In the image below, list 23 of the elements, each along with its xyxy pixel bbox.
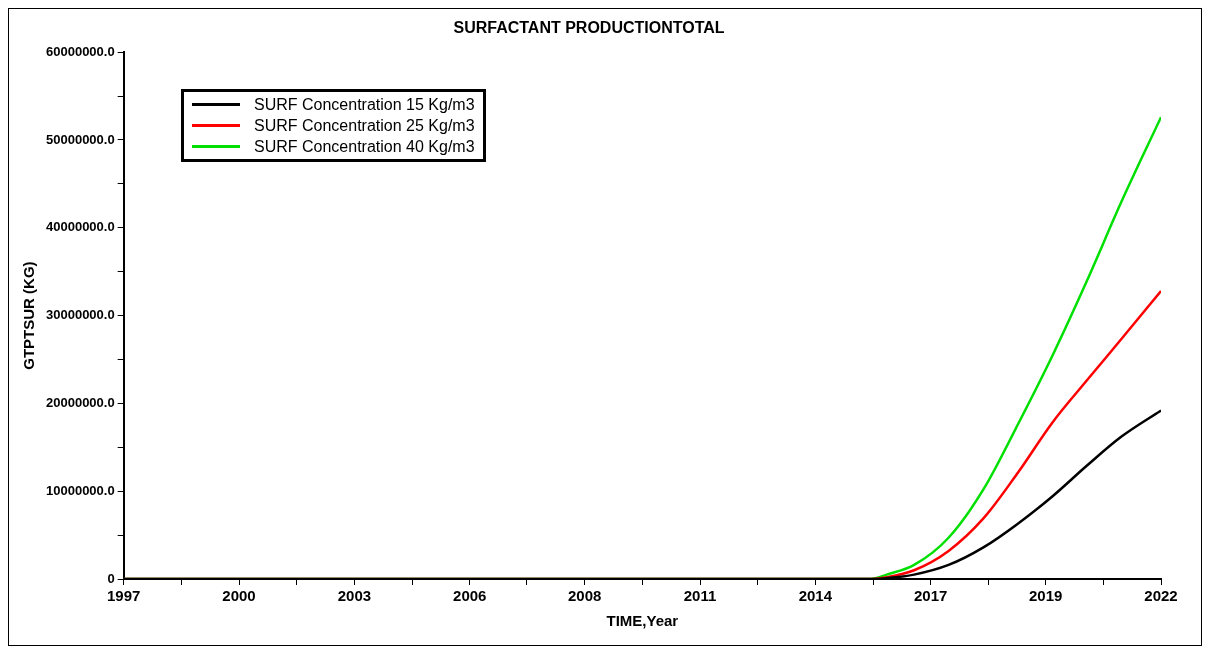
x-tick-label: 2017 [914, 587, 948, 605]
x-tick-label: 2003 [337, 587, 372, 605]
x-tick-label: 2022 [1144, 587, 1178, 605]
x-tick-label: 2008 [567, 587, 602, 605]
legend-label: SURF Concentration 40 Kg/m3 [254, 137, 475, 157]
x-tick-label: 2014 [798, 587, 833, 605]
y-tick-label: 50000000.0 [45, 131, 115, 147]
x-tick-label: 2000 [222, 587, 256, 605]
x-tick-label: 2006 [453, 587, 487, 605]
x-axis-title: TIME,Year [606, 612, 679, 630]
x-tick-label: 2011 [683, 587, 717, 605]
y-tick-label: 10000000.0 [45, 482, 115, 498]
legend-label: SURF Concentration 15 Kg/m3 [254, 95, 475, 115]
x-tick-label: 2019 [1028, 587, 1063, 605]
x-tick-label: 1997 [106, 587, 141, 605]
legend-label: SURF Concentration 25 Kg/m3 [254, 116, 475, 136]
chart-title: SURFACTANT PRODUCTIONTOTAL [453, 19, 725, 37]
y-tick-label: 20000000.0 [45, 394, 115, 410]
y-tick-label: 30000000.0 [45, 307, 115, 323]
y-tick-label: 0 [107, 570, 115, 586]
y-tick-label: 60000000.0 [45, 43, 115, 59]
y-axis-title: GTPTSUR (KG) [20, 261, 38, 370]
y-tick-label: 40000000.0 [45, 219, 115, 235]
